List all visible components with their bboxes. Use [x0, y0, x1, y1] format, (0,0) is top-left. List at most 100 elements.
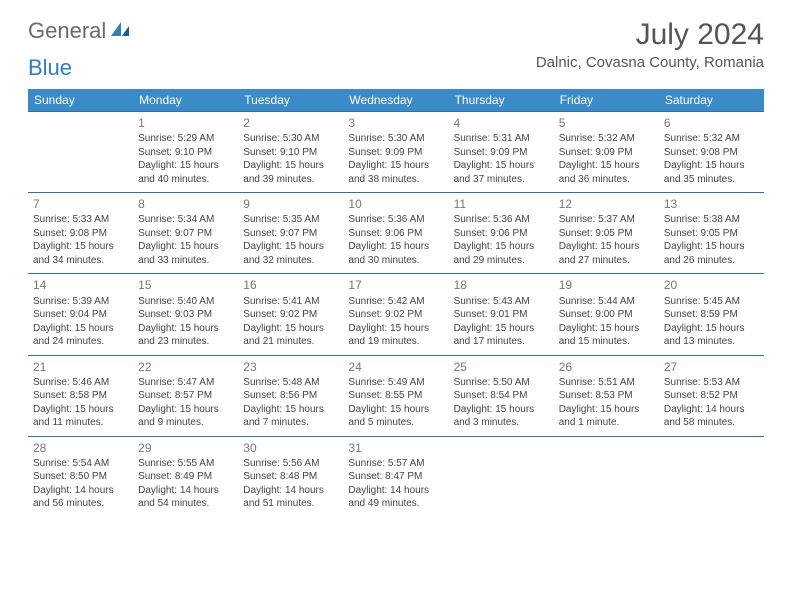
sunset-text: Sunset: 8:47 PM	[348, 470, 443, 484]
daylight-text: and 27 minutes.	[559, 254, 654, 268]
daylight-text: Daylight: 15 hours	[138, 403, 233, 417]
daylight-text: Daylight: 14 hours	[348, 484, 443, 498]
daylight-text: Daylight: 15 hours	[348, 403, 443, 417]
sunset-text: Sunset: 8:50 PM	[33, 470, 128, 484]
daylight-text: and 33 minutes.	[138, 254, 233, 268]
sunset-text: Sunset: 8:55 PM	[348, 389, 443, 403]
daylight-text: Daylight: 15 hours	[559, 240, 654, 254]
sunset-text: Sunset: 9:10 PM	[138, 146, 233, 160]
day-cell: 18Sunrise: 5:43 AMSunset: 9:01 PMDayligh…	[449, 274, 554, 355]
sunrise-text: Sunrise: 5:38 AM	[664, 213, 759, 227]
daylight-text: and 24 minutes.	[33, 335, 128, 349]
daylight-text: and 40 minutes.	[138, 173, 233, 187]
day-number: 23	[243, 359, 338, 375]
daylight-text: and 39 minutes.	[243, 173, 338, 187]
day-header: Wednesday	[343, 89, 448, 112]
sunset-text: Sunset: 8:56 PM	[243, 389, 338, 403]
day-number: 30	[243, 440, 338, 456]
daylight-text: Daylight: 15 hours	[243, 159, 338, 173]
sunset-text: Sunset: 8:49 PM	[138, 470, 233, 484]
sunrise-text: Sunrise: 5:48 AM	[243, 376, 338, 390]
sunrise-text: Sunrise: 5:32 AM	[559, 132, 654, 146]
day-cell: 31Sunrise: 5:57 AMSunset: 8:47 PMDayligh…	[343, 436, 448, 517]
day-cell: 3Sunrise: 5:30 AMSunset: 9:09 PMDaylight…	[343, 112, 448, 193]
sunrise-text: Sunrise: 5:54 AM	[33, 457, 128, 471]
daylight-text: and 1 minute.	[559, 416, 654, 430]
week-row: 28Sunrise: 5:54 AMSunset: 8:50 PM Dayligh…	[28, 436, 764, 517]
daylight-text: Daylight: 15 hours	[243, 240, 338, 254]
daylight-text: Daylight: 15 hours	[348, 240, 443, 254]
week-row: 1Sunrise: 5:29 AMSunset: 9:10 PMDaylight…	[28, 112, 764, 193]
sunset-text: Sunset: 9:08 PM	[664, 146, 759, 160]
sunrise-text: Sunrise: 5:42 AM	[348, 295, 443, 309]
day-number: 29	[138, 440, 233, 456]
day-cell: 7Sunrise: 5:33 AMSunset: 9:08 PMDaylight…	[28, 193, 133, 274]
day-cell: 5Sunrise: 5:32 AMSunset: 9:09 PMDaylight…	[554, 112, 659, 193]
daylight-text: and 36 minutes.	[559, 173, 654, 187]
sunset-text: Sunset: 8:59 PM	[664, 308, 759, 322]
daylight-text: and 26 minutes.	[664, 254, 759, 268]
day-cell: 10Sunrise: 5:36 AMSunset: 9:06 PMDayligh…	[343, 193, 448, 274]
sunrise-text: Sunrise: 5:57 AM	[348, 457, 443, 471]
sunset-text: Sunset: 9:09 PM	[559, 146, 654, 160]
day-number: 10	[348, 196, 443, 212]
daylight-text: and 56 minutes.	[33, 497, 128, 511]
day-number: 2	[243, 115, 338, 131]
week-row: 14Sunrise: 5:39 AMSunset: 9:04 PMDayligh…	[28, 274, 764, 355]
daylight-text: Daylight: 15 hours	[348, 159, 443, 173]
daylight-text: and 35 minutes.	[664, 173, 759, 187]
sunset-text: Sunset: 9:02 PM	[243, 308, 338, 322]
day-number: 18	[454, 277, 549, 293]
week-row: 7Sunrise: 5:33 AMSunset: 9:08 PMDaylight…	[28, 193, 764, 274]
sunset-text: Sunset: 9:08 PM	[33, 227, 128, 241]
day-number: 21	[33, 359, 128, 375]
daylight-text: Daylight: 15 hours	[559, 403, 654, 417]
sunset-text: Sunset: 9:09 PM	[348, 146, 443, 160]
sunset-text: Sunset: 8:54 PM	[454, 389, 549, 403]
day-number: 16	[243, 277, 338, 293]
sunrise-text: Sunrise: 5:55 AM	[138, 457, 233, 471]
calendar-body: 1Sunrise: 5:29 AMSunset: 9:10 PMDaylight…	[28, 112, 764, 517]
day-number: 8	[138, 196, 233, 212]
daylight-text: and 29 minutes.	[454, 254, 549, 268]
day-cell	[554, 436, 659, 517]
sunset-text: Sunset: 9:09 PM	[454, 146, 549, 160]
day-number: 13	[664, 196, 759, 212]
sunset-text: Sunset: 9:06 PM	[454, 227, 549, 241]
sunrise-text: Sunrise: 5:36 AM	[348, 213, 443, 227]
day-number: 1	[138, 115, 233, 131]
sunset-text: Sunset: 9:00 PM	[559, 308, 654, 322]
day-cell: 6Sunrise: 5:32 AMSunset: 9:08 PMDaylight…	[659, 112, 764, 193]
sunset-text: Sunset: 9:05 PM	[664, 227, 759, 241]
day-cell: 12Sunrise: 5:37 AMSunset: 9:05 PMDayligh…	[554, 193, 659, 274]
day-number: 5	[559, 115, 654, 131]
daylight-text: Daylight: 14 hours	[243, 484, 338, 498]
logo-sail-icon	[109, 18, 131, 44]
sunrise-text: Sunrise: 5:44 AM	[559, 295, 654, 309]
day-header-row: SundayMondayTuesdayWednesdayThursdayFrid…	[28, 89, 764, 112]
daylight-text: and 3 minutes.	[454, 416, 549, 430]
sunrise-text: Sunrise: 5:45 AM	[664, 295, 759, 309]
daylight-text: Daylight: 15 hours	[138, 159, 233, 173]
sunset-text: Sunset: 9:07 PM	[138, 227, 233, 241]
daylight-text: Daylight: 15 hours	[138, 322, 233, 336]
calendar-head: SundayMondayTuesdayWednesdayThursdayFrid…	[28, 89, 764, 112]
day-cell: 19Sunrise: 5:44 AMSunset: 9:00 PMDayligh…	[554, 274, 659, 355]
sunrise-text: Sunrise: 5:46 AM	[33, 376, 128, 390]
sunrise-text: Sunrise: 5:31 AM	[454, 132, 549, 146]
daylight-text: and 37 minutes.	[454, 173, 549, 187]
sunrise-text: Sunrise: 5:37 AM	[559, 213, 654, 227]
daylight-text: Daylight: 15 hours	[243, 403, 338, 417]
day-cell: 22Sunrise: 5:47 AMSunset: 8:57 PMDayligh…	[133, 355, 238, 436]
sunset-text: Sunset: 8:58 PM	[33, 389, 128, 403]
day-number: 6	[664, 115, 759, 131]
daylight-text: Daylight: 15 hours	[243, 322, 338, 336]
title-block: July 2024 Dalnic, Covasna County, Romani…	[536, 18, 764, 71]
day-cell: 27Sunrise: 5:53 AMSunset: 8:52 PMDayligh…	[659, 355, 764, 436]
day-cell: 23Sunrise: 5:48 AMSunset: 8:56 PMDayligh…	[238, 355, 343, 436]
day-number: 28	[33, 440, 128, 456]
daylight-text: Daylight: 15 hours	[454, 403, 549, 417]
logo-text-general: General	[28, 18, 106, 44]
sunset-text: Sunset: 9:06 PM	[348, 227, 443, 241]
calendar-table: SundayMondayTuesdayWednesdayThursdayFrid…	[28, 89, 764, 517]
